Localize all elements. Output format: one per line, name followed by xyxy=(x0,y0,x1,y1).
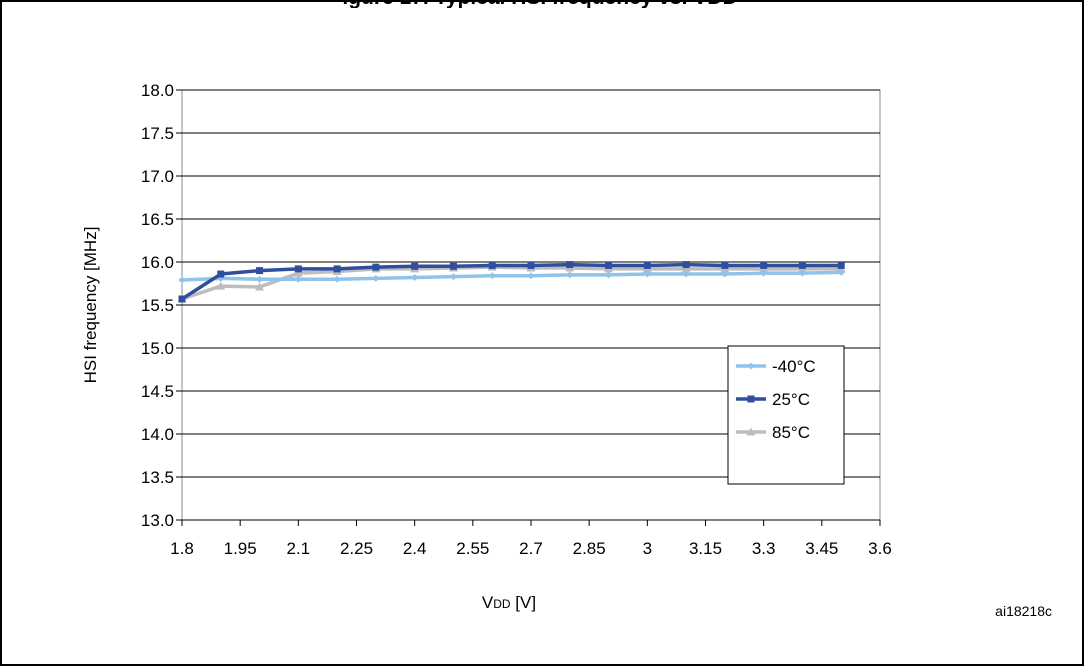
data-point xyxy=(178,295,186,303)
data-point xyxy=(256,267,264,275)
x-tick-label: 2.4 xyxy=(403,539,427,558)
y-tick-label: 14.5 xyxy=(141,382,174,401)
y-axis-ticks: 18.0 17.5 17.0 16.5 16.0 15.5 15.0 14.5 14.0 13.5… xyxy=(141,81,182,530)
legend-label: 25°C xyxy=(772,390,810,409)
data-point xyxy=(255,282,265,291)
data-point xyxy=(449,262,457,270)
data-point xyxy=(488,272,496,280)
legend-marker xyxy=(747,395,755,403)
x-tick-label: 3 xyxy=(643,539,652,558)
legend[interactable]: -40°C 25°C 85°C xyxy=(727,345,845,485)
data-point xyxy=(605,271,613,279)
legend-label: 85°C xyxy=(772,423,810,442)
x-axis-ticks: 1.8 1.95 2.1 2.25 2.4 2.55 2.7 2.85 3 3.15 3.3 3.45… xyxy=(170,520,892,558)
series-line xyxy=(181,270,842,282)
data-point xyxy=(527,261,535,269)
data-point xyxy=(566,271,574,279)
data-point xyxy=(216,281,226,290)
x-tick-label: 2.7 xyxy=(519,539,543,558)
y-tick-label: 18.0 xyxy=(141,81,174,100)
data-point xyxy=(643,261,651,269)
data-point xyxy=(178,276,186,284)
y-tick-label: 16.5 xyxy=(141,210,174,229)
x-tick-label: 3.15 xyxy=(689,539,722,558)
data-point xyxy=(682,261,690,269)
data-point xyxy=(294,265,302,273)
legend-label: -40°C xyxy=(772,357,816,376)
data-point xyxy=(643,270,651,278)
series-line xyxy=(181,262,842,301)
series-diamond xyxy=(178,268,845,284)
series-group xyxy=(177,261,846,303)
x-tick-label: 2.55 xyxy=(456,539,489,558)
data-point xyxy=(721,270,729,278)
data-point xyxy=(837,268,845,276)
x-tick-label: 3.45 xyxy=(805,539,838,558)
data-point xyxy=(798,261,806,269)
y-tick-label: 14.0 xyxy=(141,425,174,444)
data-point xyxy=(217,270,225,278)
y-tick-label: 13.0 xyxy=(141,511,174,530)
y-tick-label: 17.5 xyxy=(141,124,174,143)
data-point xyxy=(411,262,419,270)
data-point xyxy=(798,269,806,277)
x-tick-label: 2.85 xyxy=(573,539,606,558)
data-point xyxy=(293,268,303,277)
figure-id: ai18218c xyxy=(995,603,1052,619)
data-point xyxy=(760,269,768,277)
series-square xyxy=(178,261,845,303)
data-point xyxy=(682,270,690,278)
legend-item[interactable]: 25°C xyxy=(736,390,810,409)
y-tick-label: 16.0 xyxy=(141,253,174,272)
legend-marker xyxy=(747,362,755,370)
x-tick-label: 3.6 xyxy=(868,539,892,558)
legend-box xyxy=(727,345,845,485)
y-tick-label: 15.0 xyxy=(141,339,174,358)
legend-item[interactable]: 85°C xyxy=(736,423,810,442)
x-tick-label: 2.25 xyxy=(340,539,373,558)
y-axis-label: HSI frequency [MHz] xyxy=(81,227,100,384)
x-axis-label: VDD [V] xyxy=(482,593,536,612)
data-point xyxy=(488,261,496,269)
figure-title: igure 17. Typical HSI frequency vs. VDD xyxy=(150,0,930,8)
data-point xyxy=(333,275,341,283)
data-point xyxy=(256,275,264,283)
y-tick-label: 15.5 xyxy=(141,296,174,315)
x-tick-label: 2.1 xyxy=(287,539,311,558)
data-point xyxy=(566,261,574,269)
data-point xyxy=(372,274,380,282)
data-point xyxy=(605,261,613,269)
data-point xyxy=(449,273,457,281)
y-tick-label: 13.5 xyxy=(141,468,174,487)
data-point xyxy=(760,261,768,269)
legend-marker xyxy=(746,427,756,436)
data-point xyxy=(681,264,691,273)
data-point xyxy=(527,272,535,280)
series-line xyxy=(181,265,842,301)
legend-item[interactable]: -40°C xyxy=(736,357,816,376)
data-point xyxy=(837,261,845,269)
x-tick-label: 1.95 xyxy=(224,539,257,558)
x-tick-label: 1.8 xyxy=(170,539,194,558)
data-point xyxy=(411,273,419,281)
data-point xyxy=(294,275,302,283)
x-tick-label: 3.3 xyxy=(752,539,776,558)
data-point xyxy=(372,263,380,271)
data-point xyxy=(333,265,341,273)
data-point xyxy=(721,261,729,269)
y-tick-label: 17.0 xyxy=(141,167,174,186)
